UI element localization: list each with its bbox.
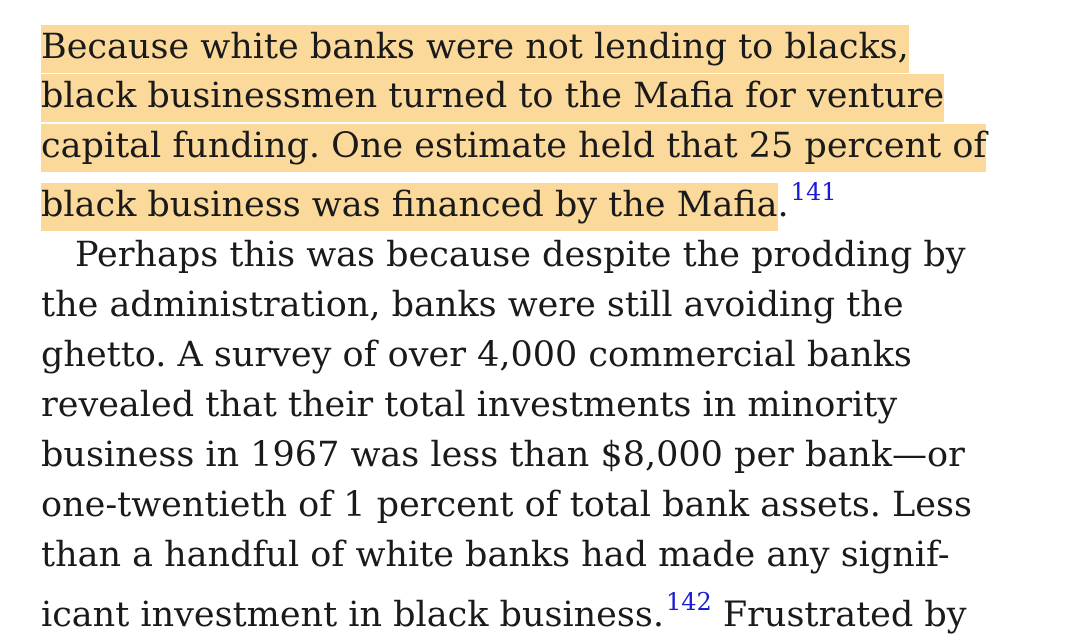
period: . (777, 185, 789, 225)
body-text: revealed that their total investments in… (41, 385, 898, 425)
highlighted-text[interactable]: Because white banks were not lending to … (41, 25, 909, 73)
text-line: than a handful of white banks had made a… (41, 530, 950, 580)
highlighted-text[interactable]: black business was financed by the Mafia (41, 183, 778, 231)
body-text: Perhaps this was because despite the pro… (75, 235, 966, 275)
text-line: Because white banks were not lending to … (41, 22, 909, 73)
text-line: black business was financed by the Mafia… (41, 178, 837, 233)
text-line: Perhaps this was because despite the pro… (75, 230, 966, 280)
highlighted-text[interactable]: black businessmen turned to the Mafia fo… (41, 74, 945, 122)
body-text: ghetto. A survey of over 4,000 commercia… (41, 335, 912, 375)
body-text: icant investment in black business. (41, 595, 664, 635)
text-line: the administration, banks were still avo… (41, 280, 904, 330)
body-text: the administration, banks were still avo… (41, 285, 904, 325)
text-line: revealed that their total investments in… (41, 380, 897, 430)
body-text: than a handful of white banks had made a… (41, 535, 950, 575)
body-text: Frustrated by (711, 595, 967, 635)
footnote-link[interactable]: 142 (665, 588, 712, 616)
text-line: business in 1967 was less than $8,000 pe… (41, 430, 965, 480)
text-line: ghetto. A survey of over 4,000 commercia… (41, 330, 912, 380)
text-line: capital funding. One estimate held that … (41, 121, 987, 172)
text-line: icant investment in black business.142 F… (41, 588, 967, 643)
text-line: one-twentieth of 1 percent of total bank… (41, 480, 972, 530)
footnote-link[interactable]: 141 (790, 178, 837, 206)
body-text: one-twentieth of 1 percent of total bank… (41, 485, 972, 525)
highlighted-text[interactable]: capital funding. One estimate held that … (41, 124, 987, 172)
body-text: business in 1967 was less than $8,000 pe… (41, 435, 965, 475)
text-line: black businessmen turned to the Mafia fo… (41, 71, 945, 122)
